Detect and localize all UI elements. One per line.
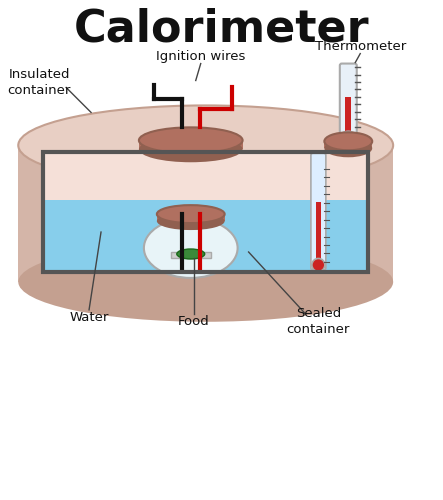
Polygon shape <box>157 214 225 221</box>
Ellipse shape <box>18 106 393 185</box>
Ellipse shape <box>157 205 225 223</box>
Bar <box>316 202 321 264</box>
Text: Calorimeter: Calorimeter <box>74 7 369 50</box>
Ellipse shape <box>312 258 325 272</box>
Ellipse shape <box>340 132 356 148</box>
Text: Ignition wires: Ignition wires <box>156 50 245 62</box>
Bar <box>171 252 211 258</box>
Polygon shape <box>139 140 243 149</box>
Ellipse shape <box>177 249 205 259</box>
Text: Insulated
container: Insulated container <box>8 68 71 97</box>
Text: Sealed
container: Sealed container <box>287 308 350 336</box>
Polygon shape <box>43 152 368 272</box>
FancyBboxPatch shape <box>311 154 326 270</box>
Text: Food: Food <box>178 316 210 328</box>
Ellipse shape <box>324 140 372 158</box>
Ellipse shape <box>139 128 243 154</box>
Ellipse shape <box>139 136 243 162</box>
Text: Water: Water <box>70 312 109 324</box>
Ellipse shape <box>157 212 225 230</box>
FancyBboxPatch shape <box>340 64 357 144</box>
Ellipse shape <box>324 132 372 150</box>
Ellipse shape <box>144 218 237 278</box>
Text: Thermometer: Thermometer <box>315 40 406 52</box>
Polygon shape <box>18 146 393 282</box>
Ellipse shape <box>18 242 393 322</box>
Polygon shape <box>324 142 372 148</box>
Bar <box>345 98 351 138</box>
Polygon shape <box>43 200 368 272</box>
